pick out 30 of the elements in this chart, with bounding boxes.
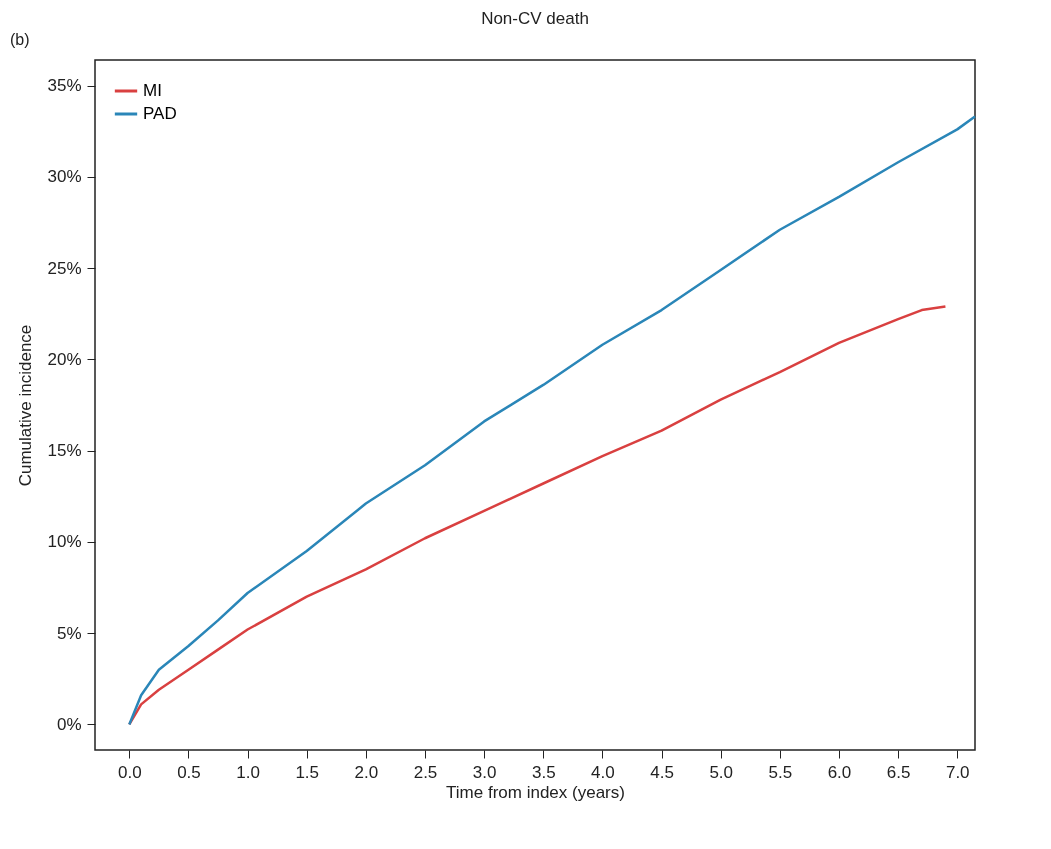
chart-title: Non-CV death: [481, 9, 589, 28]
x-tick-label: 4.5: [650, 762, 674, 782]
y-tick-label: 30%: [47, 167, 82, 187]
line-series: [128, 305, 947, 726]
y-tick-label: 20%: [47, 349, 82, 369]
legend-label: PAD: [143, 104, 177, 123]
x-tick-label: 1.0: [236, 762, 260, 782]
legend-label: MI: [143, 81, 162, 100]
x-tick-label: 1.5: [295, 762, 320, 782]
x-tick-label: 5.5: [768, 762, 793, 782]
x-tick-label: 3.5: [531, 762, 556, 782]
x-tick-label: 2.5: [413, 762, 438, 782]
x-tick-label: 7.0: [945, 762, 970, 782]
x-tick-label: 3.0: [472, 762, 497, 782]
y-tick-label: 10%: [47, 532, 82, 552]
text: (b): [10, 31, 30, 48]
x-tick-label: 2.0: [354, 762, 379, 782]
x-tick-label: 0.0: [117, 762, 142, 782]
x-tick-label: 0.5: [177, 762, 201, 782]
y-tick-label: 35%: [47, 76, 82, 96]
y-tick-label: 0%: [56, 714, 82, 734]
y-tick-label: 5%: [56, 623, 82, 643]
x-axis-title: Time from index (years): [446, 782, 625, 802]
x-tick-label: 6.0: [827, 762, 852, 782]
y-tick-label: 15%: [47, 441, 82, 461]
x-tick-label: 4.0: [591, 762, 615, 782]
x-tick-label: 6.5: [886, 762, 911, 782]
y-tick-label: 25%: [47, 258, 82, 278]
x-tick-label: 5.0: [709, 762, 734, 782]
y-axis-title: Cumulative incidence: [16, 324, 36, 487]
